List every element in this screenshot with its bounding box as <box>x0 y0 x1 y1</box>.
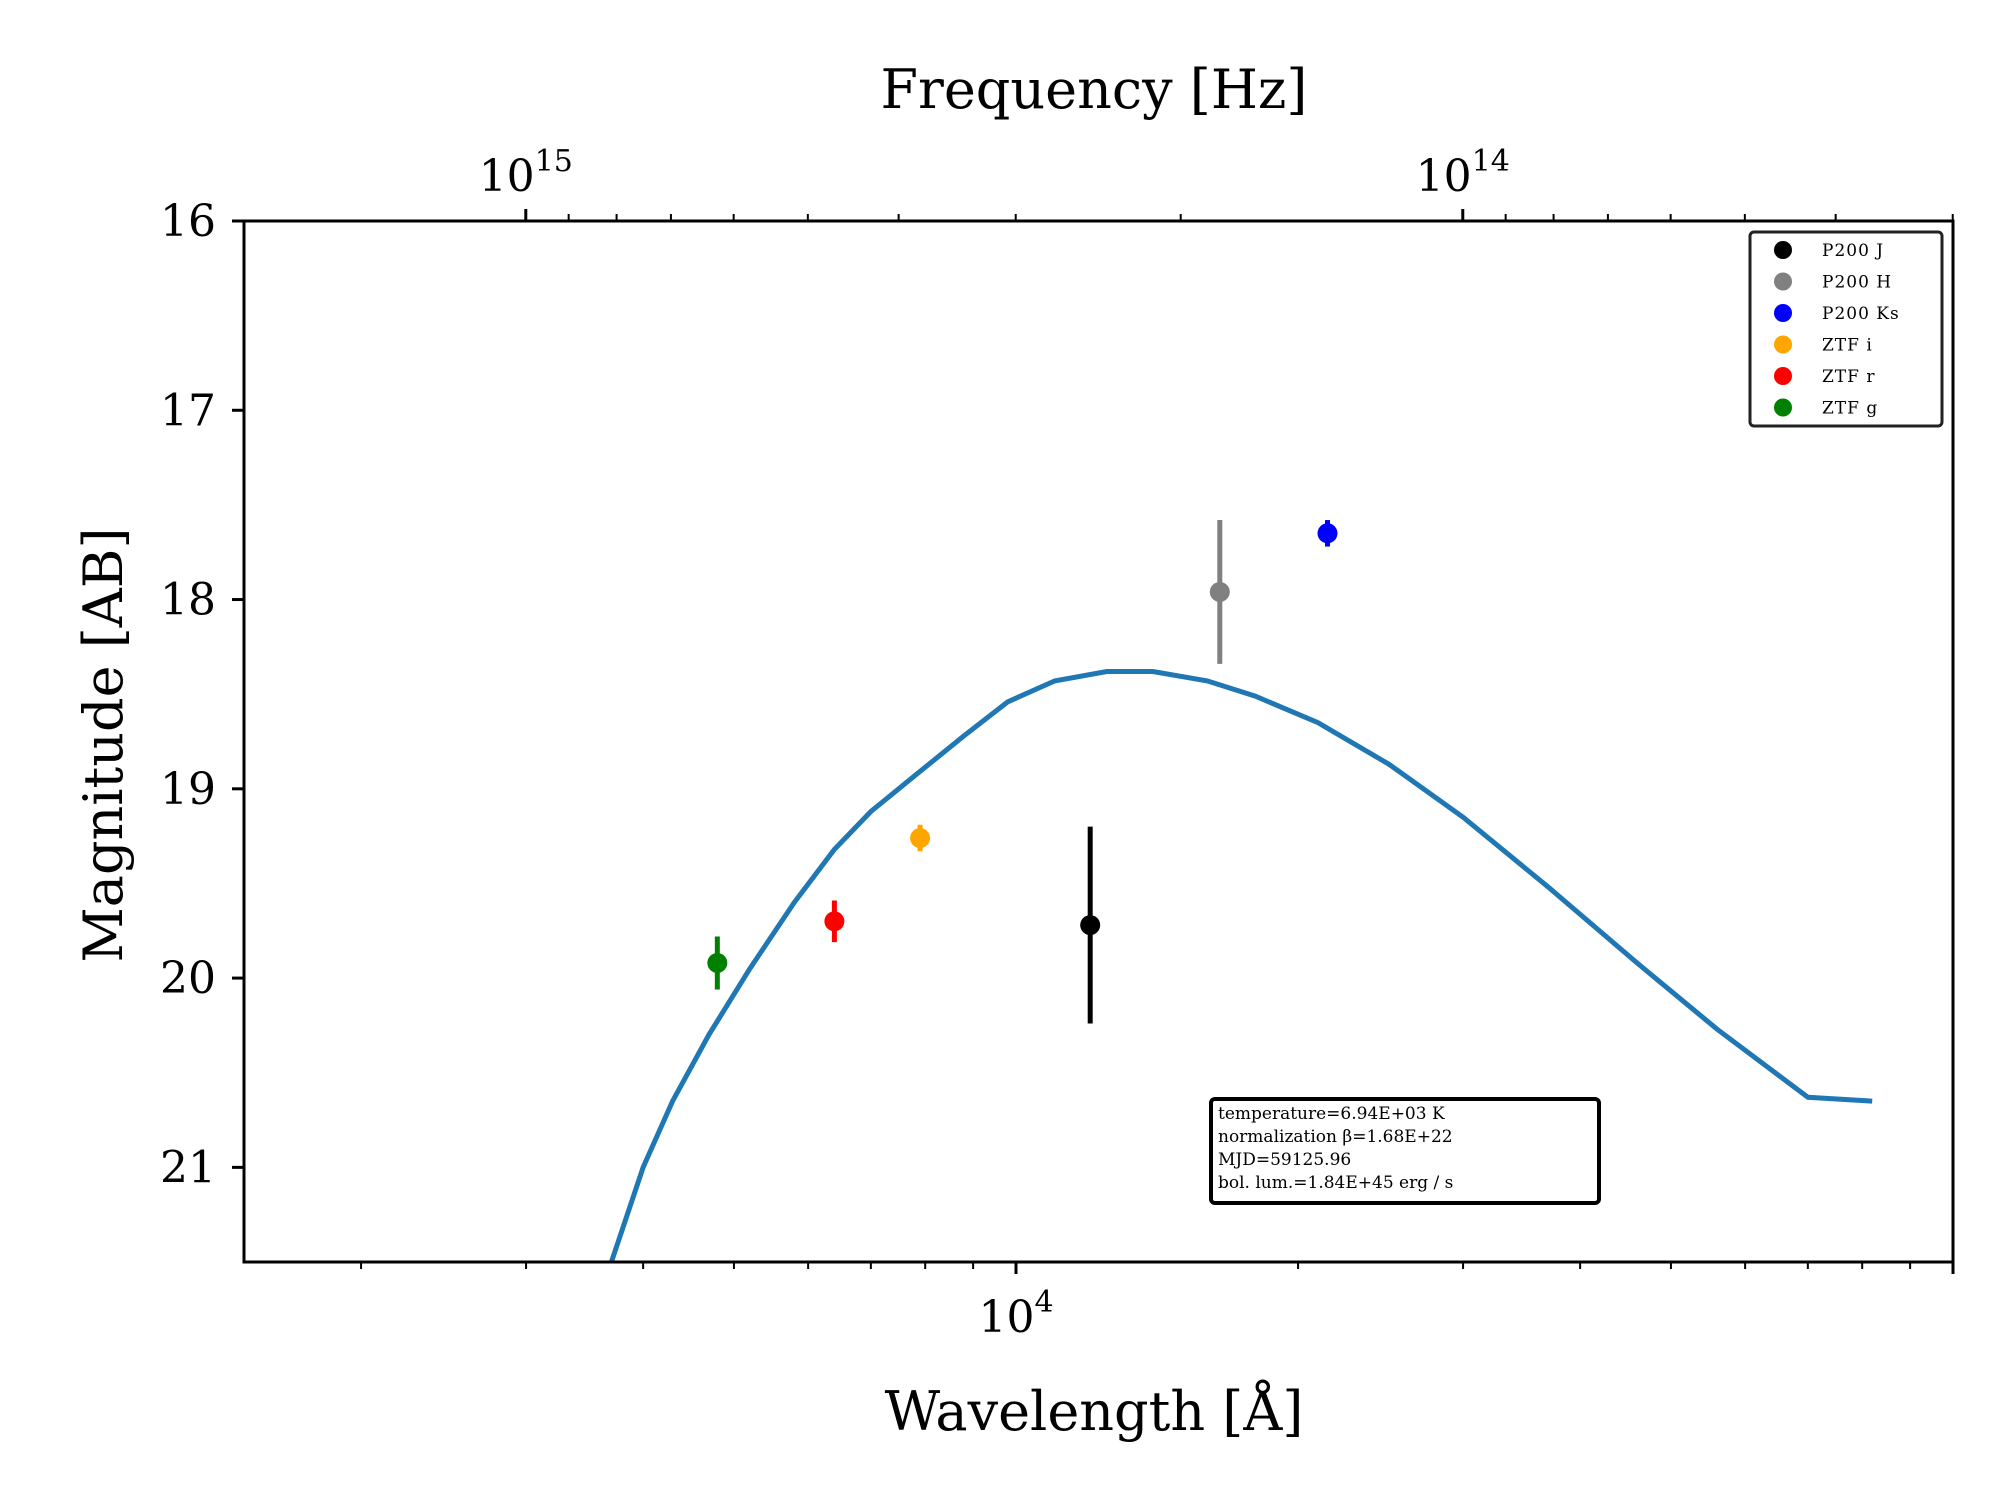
annotation-line-mjd: MJD=59125.96 <box>1218 1150 1351 1170</box>
data-point-ztf-r <box>824 900 845 943</box>
annotation-line-temperature: temperature=6.94E+03 K <box>1218 1104 1445 1124</box>
y-tick-label: 21 <box>160 1142 216 1193</box>
marker <box>707 952 728 973</box>
fit-annotation: temperature=6.94E+03 K normalization β=1… <box>1209 1097 1601 1205</box>
legend-marker <box>1774 241 1792 259</box>
legend-box <box>1748 230 1944 428</box>
y-axis: 16 17 18 19 20 21 <box>160 196 244 1193</box>
top-axis-title: Frequency [Hz] <box>881 58 1308 121</box>
marker <box>824 911 845 932</box>
data-point-ztf-g <box>707 936 728 990</box>
data-points <box>707 520 1338 1024</box>
marker <box>910 828 931 849</box>
x-axis-title: Wavelength [Å] <box>885 1378 1304 1443</box>
legend-label: ZTF r <box>1822 367 1875 387</box>
y-tick-label: 20 <box>160 953 216 1004</box>
legend-marker <box>1774 335 1792 354</box>
legend-marker <box>1774 398 1792 417</box>
annotation-box <box>1209 1097 1601 1205</box>
y-tick-label: 19 <box>160 764 216 815</box>
data-point-p200-ks <box>1317 520 1338 547</box>
legend-marker <box>1774 304 1792 322</box>
plot-frame <box>242 219 1955 1264</box>
annotation-line-normalization: normalization β=1.68E+22 <box>1218 1127 1453 1147</box>
legend-label: ZTF i <box>1822 336 1873 356</box>
legend-marker <box>1774 272 1792 291</box>
marker <box>1080 915 1101 936</box>
x-axis: 104 <box>360 1262 1955 1343</box>
annotation-line-bol-lum: bol. lum.=1.84E+45 erg / s <box>1218 1173 1453 1193</box>
y-tick-label: 17 <box>160 385 216 436</box>
legend-label: P200 J <box>1822 241 1884 261</box>
y-tick-label: 18 <box>160 575 216 626</box>
x-tick-label: 104 <box>978 1285 1053 1343</box>
y-axis-title: Magnitude [AB] <box>72 527 135 962</box>
top-tick-label: 1015 <box>479 144 573 202</box>
top-tick-label: 1014 <box>1416 144 1510 202</box>
data-point-p200-h <box>1209 520 1230 664</box>
legend: P200 J P200 H P200 Ks ZTF i ZTF r ZTF g <box>1748 230 1944 428</box>
top-axis: 1015 1014 <box>479 144 1954 221</box>
legend-label: P200 Ks <box>1822 304 1900 324</box>
data-point-ztf-i <box>910 824 931 852</box>
legend-label: P200 H <box>1822 273 1892 293</box>
blackbody-model-line <box>609 669 1873 1262</box>
legend-label: ZTF g <box>1822 399 1878 419</box>
legend-marker <box>1774 367 1792 385</box>
data-point-p200-j <box>1080 826 1101 1024</box>
marker <box>1209 581 1230 602</box>
marker <box>1317 523 1338 544</box>
y-tick-label: 16 <box>160 196 216 247</box>
